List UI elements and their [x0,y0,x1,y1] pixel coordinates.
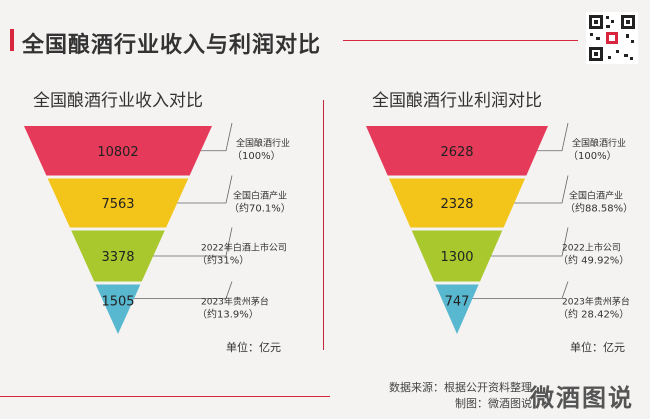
footer-source: 数据来源：根据公开资料整理 制图：微酒图说 [389,380,532,412]
funnel-0-category-2: 2022年白酒上市公司 [201,242,287,254]
funnel-0-category-3: 2023年贵州茅台 [201,296,269,308]
page-title: 全国酿酒行业收入与利润对比 [22,33,322,58]
profit-chart-title: 全国酿酒行业利润对比 [372,91,542,111]
funnel-0-segment-2 [71,230,165,282]
panel-divider [323,100,324,350]
funnel-0-value-2: 3378 [101,250,134,265]
funnel-1-segment-2 [411,230,503,282]
funnel-1-category-3: 2023年贵州茅台 [562,296,630,308]
funnel-1-leader-0 [537,122,569,152]
title-accent-bar [10,29,14,51]
funnel-1-value-0: 2628 [440,145,473,160]
funnel-1-segment-1 [388,178,526,228]
brand-logo: 微酒图说 [530,384,634,412]
funnel-0-share-3: （约13.9%） [197,308,259,321]
funnel-0-leader-1 [177,175,233,204]
funnel-1-segment-3 [435,284,479,334]
funnel-1-segment-0 [366,126,548,176]
funnel-1-share-1: （约88.58%） [565,202,633,215]
profit-unit-label: 单位：亿元 [570,341,625,354]
funnel-0-value-3: 1505 [101,295,134,310]
chart-maker-text: 制图：微酒图说 [455,397,532,410]
funnel-0-share-2: （约31%） [197,254,249,267]
funnel-1-share-3: （约 28.42%） [558,308,629,321]
funnel-0-segment-1 [47,178,189,228]
funnel-1-leader-2 [491,227,569,257]
data-source-text: 数据来源：根据公开资料整理 [389,381,532,394]
funnel-0-leader-2 [153,227,233,257]
revenue-chart-title: 全国酿酒行业收入对比 [33,91,203,111]
funnel-1-leader-3 [472,281,569,299]
funnel-1-share-0: （100%） [568,150,617,162]
funnel-1-value-1: 2328 [440,197,473,212]
header-rule [343,40,578,41]
funnel-0-share-0: （100%） [232,150,281,162]
funnel-0-category-1: 全国白酒产业 [233,190,287,202]
funnel-0-value-1: 7563 [101,197,134,212]
funnel-1-category-2: 2022上市公司 [562,242,621,254]
funnel-1-category-1: 全国白酒产业 [569,190,623,202]
funnel-1-value-3: 747 [445,295,470,310]
funnel-1-leader-1 [514,175,569,204]
funnel-0-segment-0 [24,126,212,176]
funnel-0-share-1: （约70.1%） [229,202,291,215]
funnel-0-leader-3 [134,281,233,299]
footer-rule [0,396,330,397]
revenue-unit-label: 单位：亿元 [226,341,281,354]
funnel-0-leader-0 [200,122,233,152]
funnel-0-category-0: 全国酿酒行业 [236,137,290,149]
funnel-0-value-0: 10802 [97,145,138,160]
funnel-1-value-2: 1300 [440,250,473,265]
funnel-0-segment-3 [95,284,141,334]
funnel-1-category-0: 全国酿酒行业 [572,137,626,149]
funnel-1-share-2: （约 49.92%） [558,254,629,267]
qr-code-icon [586,12,638,64]
